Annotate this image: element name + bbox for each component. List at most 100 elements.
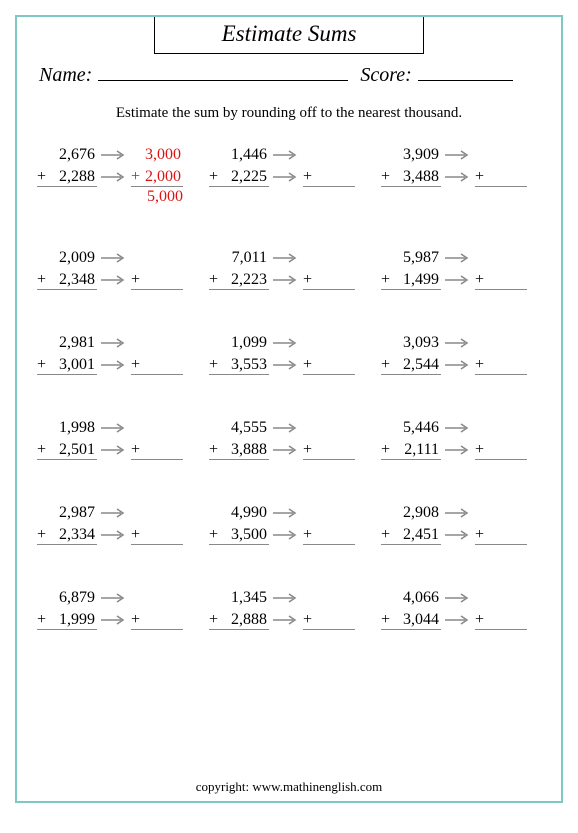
rounded-a-blank[interactable]: [131, 428, 183, 429]
arrow-icon: [269, 530, 303, 540]
arrow-icon: [269, 253, 303, 263]
addend-a: 6,879: [37, 589, 97, 608]
problem: 6,879 +1,999 +: [37, 587, 197, 631]
rounded-b-blank[interactable]: +: [303, 271, 355, 290]
rounded-b-blank[interactable]: +: [303, 611, 355, 630]
rounded-a-blank[interactable]: [303, 155, 355, 156]
problem: 2,981+3,001+: [37, 332, 197, 376]
rounded-a-blank[interactable]: [131, 513, 183, 514]
rounded-a-blank[interactable]: [131, 258, 183, 259]
rounded-a-blank[interactable]: [475, 513, 527, 514]
arrow-icon: [441, 445, 475, 455]
arrow-icon: [97, 150, 131, 160]
rounded-b-blank[interactable]: +: [303, 441, 355, 460]
arrow-icon: [97, 508, 131, 518]
rounded-b-blank[interactable]: +: [131, 526, 183, 545]
rounded-a-blank[interactable]: [475, 598, 527, 599]
addend-a: 1,446: [209, 146, 269, 165]
arrow-icon: [269, 172, 303, 182]
rounded-a-blank[interactable]: 3,000: [131, 146, 183, 165]
problem-row: 6,879+1,999+1,345+2,888+4,066+3,044+: [37, 587, 541, 631]
rounded-a-blank[interactable]: [303, 343, 355, 344]
addend-b: +2,451: [381, 526, 441, 545]
arrow-icon: [97, 530, 131, 540]
rounded-a-blank[interactable]: [475, 343, 527, 344]
addend-a: 4,555: [209, 419, 269, 438]
rounded-b-blank[interactable]: +: [475, 356, 527, 375]
name-label: Name:: [39, 64, 92, 87]
addend-b: +2,501: [37, 441, 97, 460]
problem-row: 2,009+2,348+7,011+2,223+5,987+1,499+: [37, 247, 541, 291]
addend-b: +3,888: [209, 441, 269, 460]
rounded-b-blank[interactable]: +: [475, 441, 527, 460]
problem: 1,446+2,225+: [209, 144, 369, 206]
rounded-b-blank[interactable]: +: [131, 611, 183, 630]
arrow-icon: [97, 445, 131, 455]
problem: 3,909+3,488+: [381, 144, 541, 206]
rounded-b-blank[interactable]: +: [475, 611, 527, 630]
rounded-b-blank[interactable]: +: [303, 356, 355, 375]
arrow-icon: [269, 150, 303, 160]
rounded-b-blank[interactable]: +: [475, 526, 527, 545]
addend-b: +3,044: [381, 611, 441, 630]
rounded-a-blank[interactable]: [131, 343, 183, 344]
name-input-line[interactable]: [98, 80, 348, 81]
worksheet-page: Estimate Sums Name: Score: Estimate the …: [15, 15, 563, 803]
rounded-a-blank[interactable]: [303, 258, 355, 259]
arrow-icon: [441, 172, 475, 182]
rounded-a-blank[interactable]: [303, 598, 355, 599]
problem: 2,908 +2,451 +: [381, 502, 541, 546]
addend-a: 2,987: [37, 504, 97, 523]
problem: 2,6763,000+2,288+2,0005,000: [37, 144, 197, 206]
addend-b: +2,334: [37, 526, 97, 545]
rounded-a-blank[interactable]: [303, 513, 355, 514]
addend-b: +3,500: [209, 526, 269, 545]
addend-b: +2,288: [37, 168, 97, 187]
arrow-icon: [441, 593, 475, 603]
arrow-icon: [269, 338, 303, 348]
rounded-b-blank[interactable]: +: [131, 356, 183, 375]
addend-a: 2,981: [37, 334, 97, 353]
problem-row: 2,987+2,334+4,990+3,500+2,908+2,451+: [37, 502, 541, 546]
rounded-b-blank[interactable]: +: [475, 168, 527, 187]
addend-b: +2,888: [209, 611, 269, 630]
arrow-icon: [269, 275, 303, 285]
addend-a: 5,987: [381, 249, 441, 268]
arrow-icon: [97, 593, 131, 603]
arrow-icon: [97, 275, 131, 285]
arrow-icon: [441, 275, 475, 285]
rounded-a-blank[interactable]: [303, 428, 355, 429]
rounded-a-blank[interactable]: [475, 155, 527, 156]
addend-a: 5,446: [381, 419, 441, 438]
arrow-icon: [269, 445, 303, 455]
addend-b: +2,348: [37, 271, 97, 290]
addend-b: +1,999: [37, 611, 97, 630]
score-label: Score:: [360, 64, 411, 87]
addend-a: 3,909: [381, 146, 441, 165]
arrow-icon: [269, 423, 303, 433]
problem: 1,099+3,553+: [209, 332, 369, 376]
rounded-b-blank[interactable]: +: [475, 271, 527, 290]
copyright-text: copyright: www.mathinenglish.com: [17, 779, 561, 795]
addend-a: 2,908: [381, 504, 441, 523]
rounded-b-blank[interactable]: +: [303, 526, 355, 545]
rounded-b-blank[interactable]: +: [303, 168, 355, 187]
problem-row: 2,6763,000+2,288+2,0005,0001,446+2,225+3…: [37, 144, 541, 206]
arrow-icon: [269, 593, 303, 603]
example-sum: 5,000: [131, 188, 183, 206]
rounded-a-blank[interactable]: [475, 258, 527, 259]
addend-a: 4,066: [381, 589, 441, 608]
arrow-icon: [97, 615, 131, 625]
problem: 4,555 +3,888 +: [209, 417, 369, 461]
arrow-icon: [97, 423, 131, 433]
score-input-line[interactable]: [418, 80, 513, 81]
addend-b: +1,499: [381, 271, 441, 290]
arrow-icon: [97, 360, 131, 370]
arrow-icon: [269, 360, 303, 370]
rounded-b-blank[interactable]: +2,000: [131, 168, 183, 187]
rounded-a-blank[interactable]: [475, 428, 527, 429]
arrow-icon: [97, 172, 131, 182]
rounded-a-blank[interactable]: [131, 598, 183, 599]
rounded-b-blank[interactable]: +: [131, 441, 183, 460]
rounded-b-blank[interactable]: +: [131, 271, 183, 290]
